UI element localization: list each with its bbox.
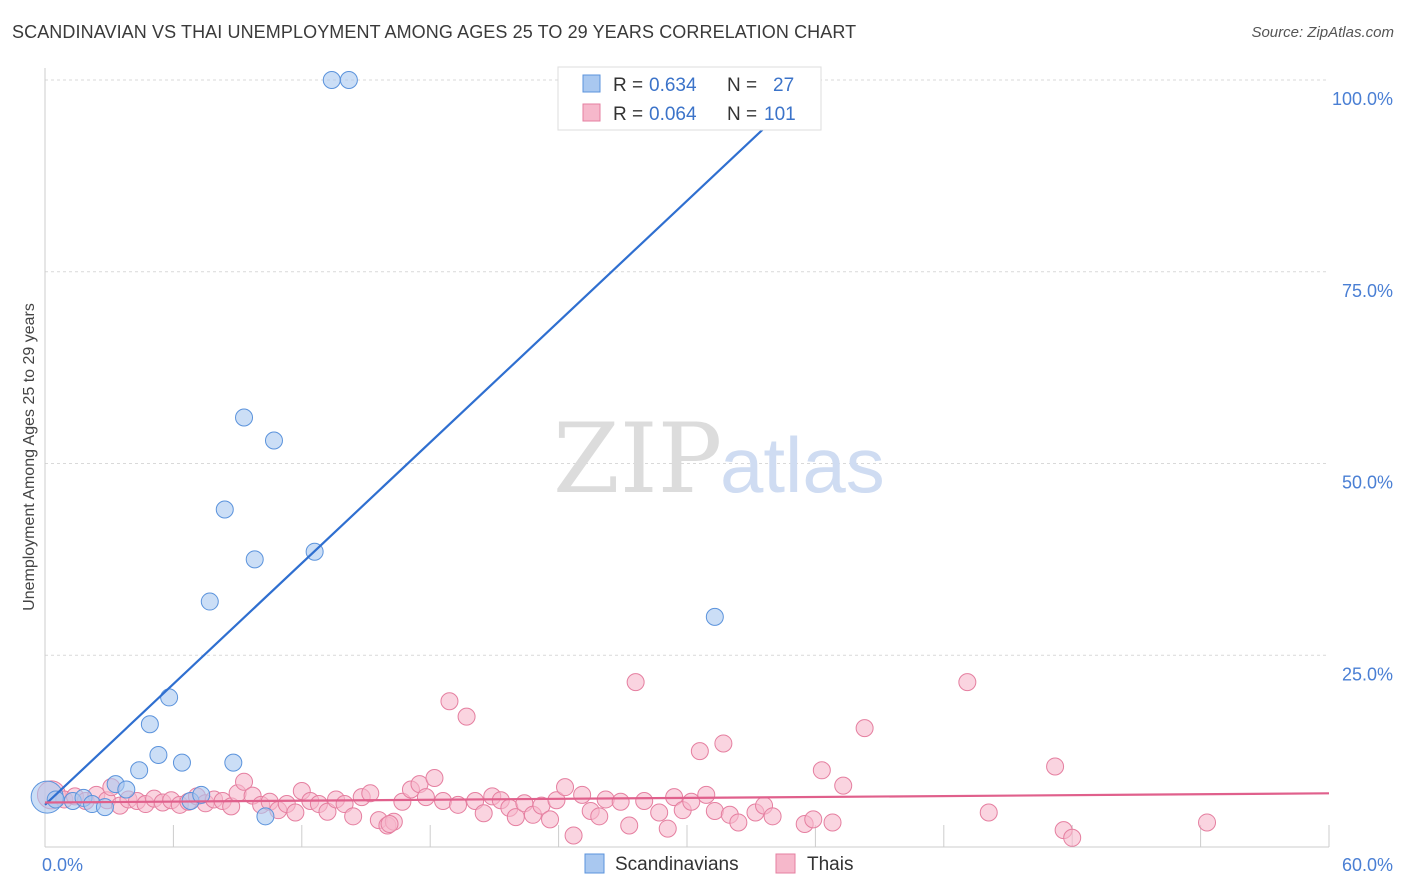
scandinavian-point (245, 550, 264, 569)
series-legend-label-thais: Thais (807, 854, 853, 875)
y-tick-label: 25.0% (1342, 664, 1393, 684)
scandinavian-trend-line (44, 79, 817, 806)
scandinavian-point (160, 688, 179, 707)
thai-point (547, 791, 566, 810)
scandinavian-point (140, 715, 159, 734)
thai-point (729, 813, 748, 832)
thai-point (590, 807, 609, 826)
thai-point (393, 792, 412, 811)
series-legend-swatch-scandinavians (584, 853, 605, 874)
thai-point (626, 673, 645, 692)
chart-title: SCANDINAVIAN VS THAI UNEMPLOYMENT AMONG … (12, 22, 857, 42)
y-tick-label: 75.0% (1342, 281, 1393, 301)
scandinavian-point (224, 753, 243, 772)
thai-point (705, 801, 724, 820)
legend-r-label-0: R = (613, 75, 643, 96)
legend-n-value-0: 27 (773, 75, 794, 96)
scandinavian-point (705, 607, 724, 626)
legend-r-value-0: 0.634 (649, 75, 697, 96)
thai-point (682, 792, 701, 811)
series-legend: Scandinavians Thais (584, 853, 853, 875)
thai-point (658, 819, 677, 838)
x-tick-label: 60.0% (1342, 855, 1393, 875)
thai-point (344, 807, 363, 826)
legend-swatch-thais (582, 103, 601, 122)
y-axis-label: Unemployment Among Ages 25 to 29 years (21, 303, 38, 611)
thai-point (812, 761, 831, 780)
x-tick-label: 0.0% (42, 855, 83, 875)
thai-point (1063, 828, 1082, 847)
scandinavian-point (117, 780, 136, 799)
grid-layer (45, 79, 1329, 656)
scandinavian-point (235, 408, 254, 427)
chart-source: Source: ZipAtlas.com (1251, 24, 1394, 41)
thai-point (650, 803, 669, 822)
thai-point (714, 734, 733, 753)
y-tick-label: 50.0% (1342, 473, 1393, 493)
trend-layer (44, 79, 1330, 806)
thai-point (635, 791, 654, 810)
y-tick-label: 100.0% (1332, 89, 1393, 109)
scandinavian-point (256, 807, 275, 826)
thai-point (564, 826, 583, 845)
legend-r-label-1: R = (613, 104, 643, 125)
legend-n-label-0: N = (727, 75, 757, 96)
scandinavian-point (339, 71, 358, 89)
legend-swatch-scandinavians (582, 74, 601, 93)
thai-point (434, 791, 453, 810)
series-legend-swatch-thais (775, 853, 796, 874)
thai-point (611, 792, 630, 811)
thai-point (466, 791, 485, 810)
correlation-legend: R = 0.634 N = 27 R = 0.064 N = 101 (557, 66, 822, 131)
thai-point (823, 813, 842, 832)
thai-point (855, 719, 874, 738)
thai-trend-line (44, 792, 1330, 804)
thai-point (416, 788, 435, 807)
watermark-atlas: atlas (720, 421, 885, 509)
scandinavian-point (130, 761, 149, 780)
scandinavian-point (149, 745, 168, 764)
thai-point (556, 778, 575, 797)
thai-point (541, 810, 560, 829)
thai-point (425, 768, 444, 787)
thai-point (361, 784, 380, 803)
thai-point (380, 814, 399, 833)
scandinavian-point (322, 71, 341, 89)
thai-point (697, 785, 716, 804)
scandinavian-point (215, 500, 234, 519)
thai-point (958, 673, 977, 692)
legend-n-label-1: N = (727, 104, 757, 125)
legend-r-value-1: 0.064 (649, 104, 697, 125)
series-legend-label-scandinavians: Scandinavians (615, 854, 739, 875)
scandinavian-point (172, 753, 191, 772)
thai-point (318, 802, 337, 821)
thai-point (620, 816, 639, 835)
thai-point (573, 785, 592, 804)
thai-point (457, 707, 476, 726)
thai-point (440, 692, 459, 711)
thai-point (763, 807, 782, 826)
thai-point (286, 803, 305, 822)
thai-point (1046, 757, 1065, 776)
legend-box (557, 66, 822, 131)
thai-point (690, 742, 709, 761)
scandinavian-point (200, 592, 219, 611)
thai-point (834, 776, 853, 795)
thai-point (979, 803, 998, 822)
watermark: ZIP atlas (553, 403, 885, 515)
thai-point (1198, 813, 1217, 832)
thai-point (474, 804, 493, 823)
watermark-zip: ZIP (553, 403, 722, 515)
thai-point (235, 772, 254, 791)
scandinavian-point (192, 785, 211, 804)
thai-point (804, 810, 823, 829)
legend-n-value-1: 101 (764, 104, 796, 125)
scandinavian-point (264, 431, 283, 450)
